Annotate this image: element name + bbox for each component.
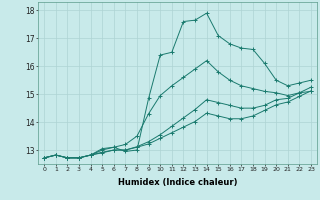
X-axis label: Humidex (Indice chaleur): Humidex (Indice chaleur)	[118, 178, 237, 187]
